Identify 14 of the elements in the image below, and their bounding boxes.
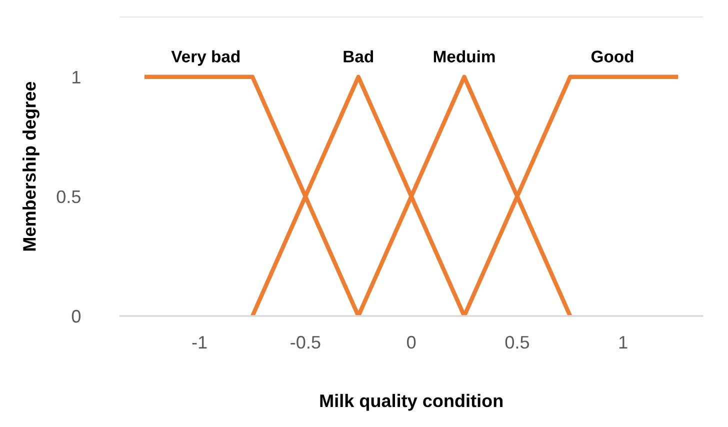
y-axis-title: Membership degree — [22, 82, 40, 251]
x-axis-title: Milk quality condition — [320, 394, 502, 411]
x-tick-label: 0 — [407, 336, 416, 349]
x-tick-label: 0.5 — [505, 336, 530, 349]
x-tick-label: -0.5 — [290, 336, 320, 349]
y-tick-label: 1 — [72, 70, 80, 84]
x-tick-label: 1 — [619, 336, 628, 349]
annotation: Good — [591, 50, 634, 62]
annotation: Meduim — [434, 50, 495, 62]
x-tick-label: -1 — [192, 336, 207, 349]
y-tick-label: 0 — [72, 310, 81, 323]
annotation: Bad — [344, 50, 374, 62]
annotation: Very bad — [171, 50, 240, 66]
y-tick-label: 0.5 — [56, 190, 80, 204]
